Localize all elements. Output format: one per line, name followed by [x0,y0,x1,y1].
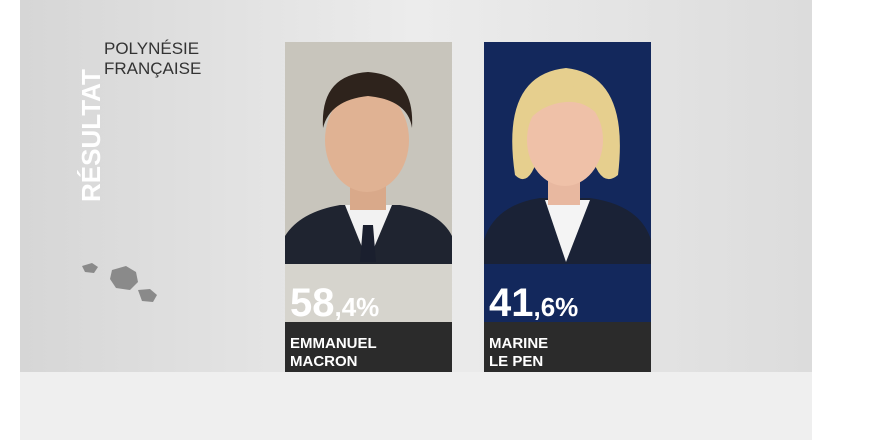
result-title: RÉSULTAT [76,69,106,202]
score: 58,4% [290,281,379,325]
score: 41,6% [489,281,578,325]
candidate-name: LE PEN [489,353,543,370]
candidate-name: EMMANUEL [290,335,377,352]
candidate-card [285,42,452,372]
region-line: FRANÇAISE [104,59,201,78]
candidate-card [484,42,651,372]
candidate-name: MACRON [290,353,358,370]
map-islands [82,263,157,302]
lower-band [20,372,812,440]
region-line: POLYNÉSIE [104,39,199,58]
candidate-name: MARINE [489,335,548,352]
